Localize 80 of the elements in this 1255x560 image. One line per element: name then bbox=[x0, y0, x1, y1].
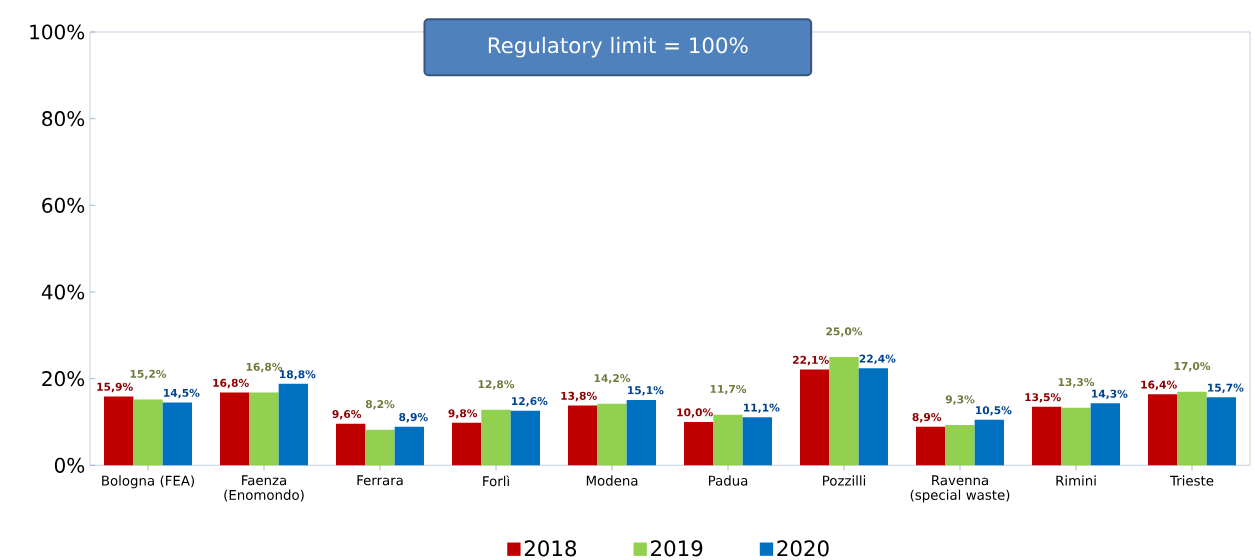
bar bbox=[104, 396, 134, 466]
y-tick-label: 100% bbox=[30, 24, 85, 40]
bar bbox=[626, 399, 657, 466]
data-label: 18,8% bbox=[280, 370, 316, 380]
bar bbox=[597, 403, 627, 466]
bar bbox=[1090, 403, 1121, 466]
data-label: 13,3% bbox=[1058, 377, 1095, 388]
data-label: 12,8% bbox=[478, 380, 515, 390]
bar bbox=[829, 357, 859, 466]
bar bbox=[945, 425, 975, 466]
data-label: 22,1% bbox=[793, 355, 829, 366]
data-label: 10,0% bbox=[677, 408, 713, 418]
data-label: 25,0% bbox=[826, 327, 863, 337]
bar bbox=[713, 414, 743, 466]
data-label: 16,8% bbox=[246, 362, 283, 373]
data-label: 17,0% bbox=[1174, 361, 1211, 372]
bar bbox=[684, 422, 714, 466]
x-tick-label: Rimini bbox=[1056, 475, 1096, 486]
x-tick-label: Trieste bbox=[1169, 475, 1214, 486]
data-label: 9,8% bbox=[448, 409, 478, 419]
bar bbox=[742, 417, 773, 466]
data-label: 8,9% bbox=[912, 413, 942, 423]
bar bbox=[916, 426, 946, 466]
x-tick-label: Modena bbox=[586, 475, 638, 486]
legend-label: 2018 bbox=[524, 540, 577, 557]
x-tick-label: Padua bbox=[708, 475, 748, 486]
bar bbox=[133, 399, 163, 466]
bar bbox=[249, 392, 279, 466]
x-tick-label: Ravenna (special waste) bbox=[910, 475, 1010, 503]
x-tick-label: Forlì bbox=[483, 475, 510, 487]
data-label: 11,1% bbox=[744, 403, 780, 413]
y-tick-label: 0% bbox=[54, 457, 85, 473]
data-label: 8,2% bbox=[365, 400, 395, 410]
x-tick-label: Faenza (Enomondo) bbox=[224, 475, 304, 502]
y-tick-label: 80% bbox=[42, 111, 85, 127]
bar bbox=[800, 369, 830, 466]
data-label: 13,8% bbox=[561, 391, 597, 402]
bar bbox=[1206, 397, 1237, 466]
data-label: 15,2% bbox=[130, 369, 167, 380]
data-label: 15,9% bbox=[97, 382, 133, 393]
bar bbox=[858, 368, 889, 466]
legend-label: 2019 bbox=[651, 540, 703, 557]
bar bbox=[1061, 407, 1091, 466]
bar bbox=[1148, 394, 1178, 466]
data-label: 12,6% bbox=[512, 397, 548, 407]
data-label: 15,7% bbox=[1208, 383, 1244, 394]
bar bbox=[278, 383, 308, 466]
data-label: 16,8% bbox=[213, 378, 249, 389]
data-label: 22,4% bbox=[859, 354, 896, 364]
bar bbox=[568, 405, 598, 466]
bar bbox=[336, 423, 366, 466]
y-tick-label: 60% bbox=[42, 197, 85, 213]
data-label: 14,3% bbox=[1092, 389, 1128, 400]
x-tick-label: Ferrara bbox=[357, 475, 403, 486]
data-label: 8,9% bbox=[399, 413, 428, 423]
bar bbox=[220, 392, 250, 466]
data-label: 16,4% bbox=[1141, 380, 1177, 390]
y-tick-label: 40% bbox=[41, 284, 85, 300]
bar bbox=[974, 419, 1005, 466]
data-label: 11,7% bbox=[710, 384, 747, 395]
data-label: 13,5% bbox=[1025, 393, 1061, 403]
bar bbox=[394, 426, 424, 466]
bar bbox=[452, 422, 482, 466]
data-label: 15,1% bbox=[628, 386, 664, 396]
bar bbox=[481, 409, 511, 466]
bar bbox=[365, 429, 395, 466]
data-label: 9,6% bbox=[332, 410, 362, 420]
y-tick-label: 20% bbox=[42, 371, 85, 387]
x-tick-label: Bologna (FEA) bbox=[102, 475, 195, 489]
legend-label: 2020 bbox=[777, 540, 829, 557]
annotation: Regulatory limit = 100% bbox=[488, 36, 748, 58]
bar bbox=[162, 402, 193, 466]
data-label: 10,5% bbox=[976, 406, 1012, 416]
bar bbox=[1177, 391, 1207, 466]
data-label: 14,5% bbox=[164, 388, 200, 399]
bar bbox=[1032, 406, 1062, 466]
bar bbox=[510, 410, 540, 466]
data-label: 9,3% bbox=[945, 395, 975, 405]
data-label: 14,2% bbox=[594, 374, 631, 384]
x-tick-label: Pozzilli bbox=[823, 475, 866, 486]
